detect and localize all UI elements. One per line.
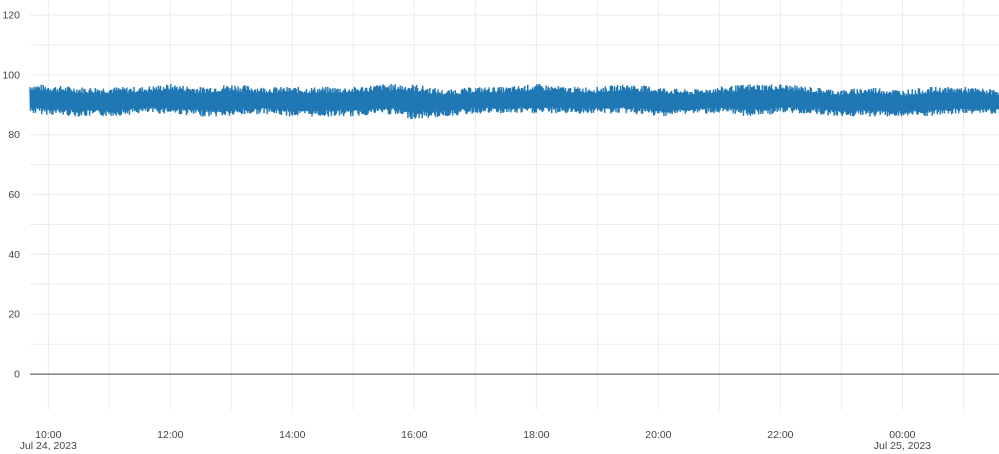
y-tick-label: 80 xyxy=(8,129,20,141)
grid-lines xyxy=(30,0,999,410)
y-tick-label: 100 xyxy=(2,69,20,81)
y-tick-label: 0 xyxy=(14,369,20,381)
x-tick-label: 22:00 xyxy=(767,429,793,441)
x-tick-label: 12:00 xyxy=(157,429,183,441)
y-tick-label: 40 xyxy=(8,249,20,261)
series-line xyxy=(29,83,999,120)
x-tick-label: 10:00 xyxy=(35,429,61,441)
y-tick-label: 20 xyxy=(8,309,20,321)
x-tick-label: 20:00 xyxy=(645,429,671,441)
y-tick-label: 60 xyxy=(8,189,20,201)
y-tick-label: 120 xyxy=(2,10,20,22)
x-tick-sublabel: Jul 25, 2023 xyxy=(874,440,931,452)
x-tick-label: 16:00 xyxy=(401,429,427,441)
x-tick-label: 18:00 xyxy=(523,429,549,441)
x-tick-label: 14:00 xyxy=(279,429,305,441)
x-tick-sublabel: Jul 24, 2023 xyxy=(20,440,77,452)
x-tick-label: 00:00 xyxy=(889,429,915,441)
series xyxy=(29,83,999,120)
y-axis-ticks: 0 20 40 60 80 100 120 xyxy=(2,10,20,381)
